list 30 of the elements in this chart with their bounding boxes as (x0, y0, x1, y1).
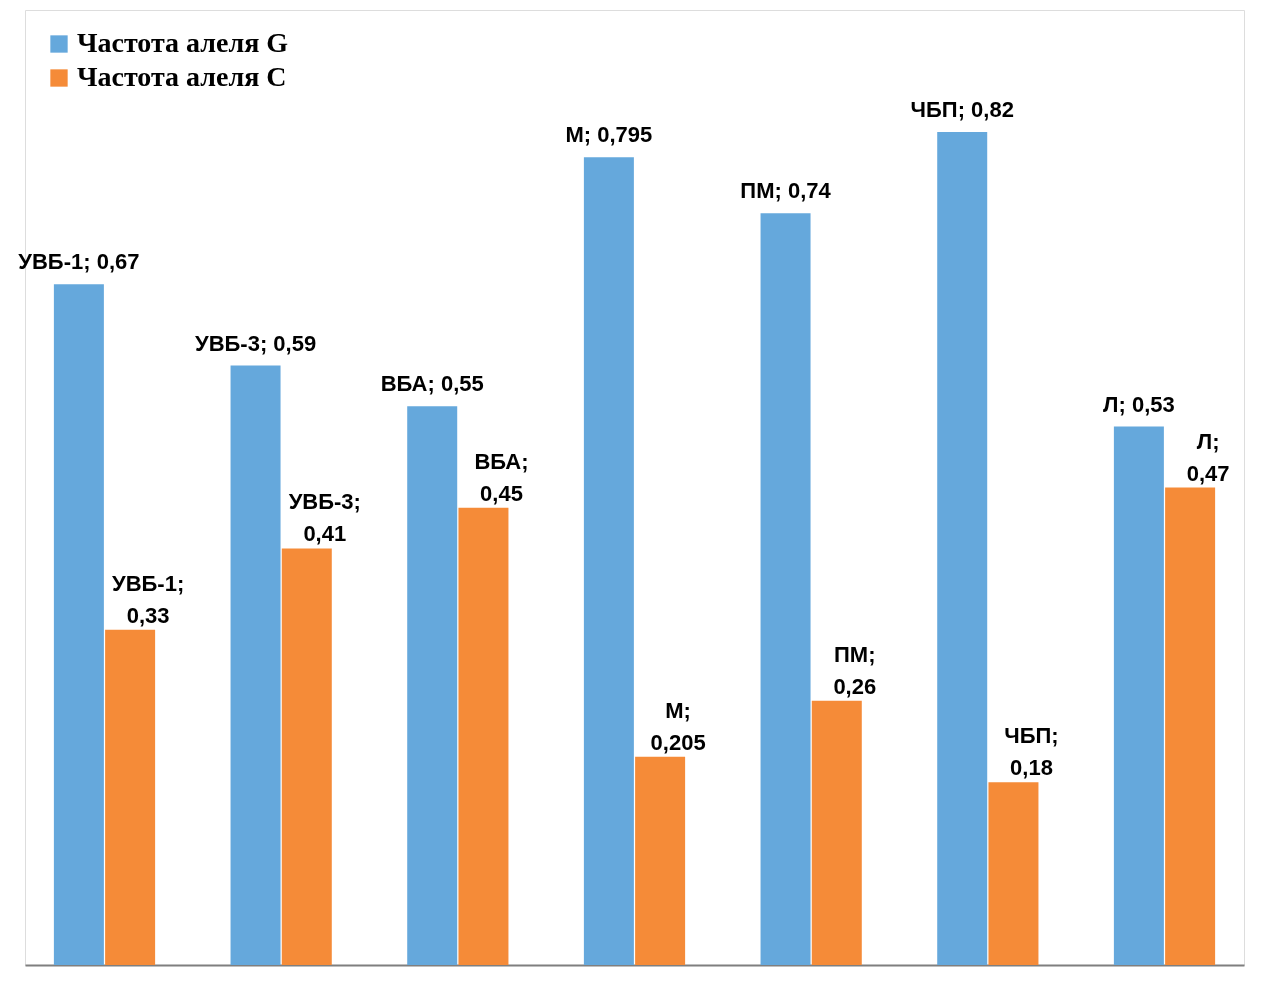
data-label: УВБ-3; 0,41 (288, 489, 361, 547)
bar (811, 700, 862, 965)
bar (458, 507, 509, 965)
data-label: ВБА; 0,55 (380, 371, 484, 397)
data-label: ВБА; 0,45 (474, 448, 529, 506)
bar (230, 365, 281, 965)
bar (635, 756, 686, 965)
legend-label: Частота алеля С (77, 61, 287, 92)
bar (105, 629, 156, 965)
bar (407, 406, 458, 965)
legend-label: Частота алеля G (77, 27, 289, 58)
data-label: М; 0,795 (565, 122, 653, 148)
bar (583, 157, 634, 965)
data-label: УВБ-1; 0,67 (18, 249, 140, 275)
data-label: УВБ-1; 0,33 (111, 570, 185, 628)
data-label: УВБ-3; 0,59 (194, 330, 317, 356)
data-label: ЧБП; 0,82 (910, 96, 1014, 122)
data-label: Л; 0,53 (1103, 391, 1175, 417)
data-label: ПМ; 0,26 (833, 641, 877, 699)
data-label: ПМ; 0,74 (740, 178, 832, 204)
bar (937, 131, 988, 965)
bar (53, 284, 104, 965)
bar (988, 782, 1039, 965)
bar (1165, 487, 1216, 965)
data-label: М; 0,205 (650, 697, 706, 755)
data-label: ЧБП; 0,18 (1004, 723, 1059, 781)
bar (1113, 426, 1164, 965)
bar (760, 213, 811, 965)
data-label: Л; 0,47 (1186, 428, 1230, 486)
bar (281, 548, 332, 965)
